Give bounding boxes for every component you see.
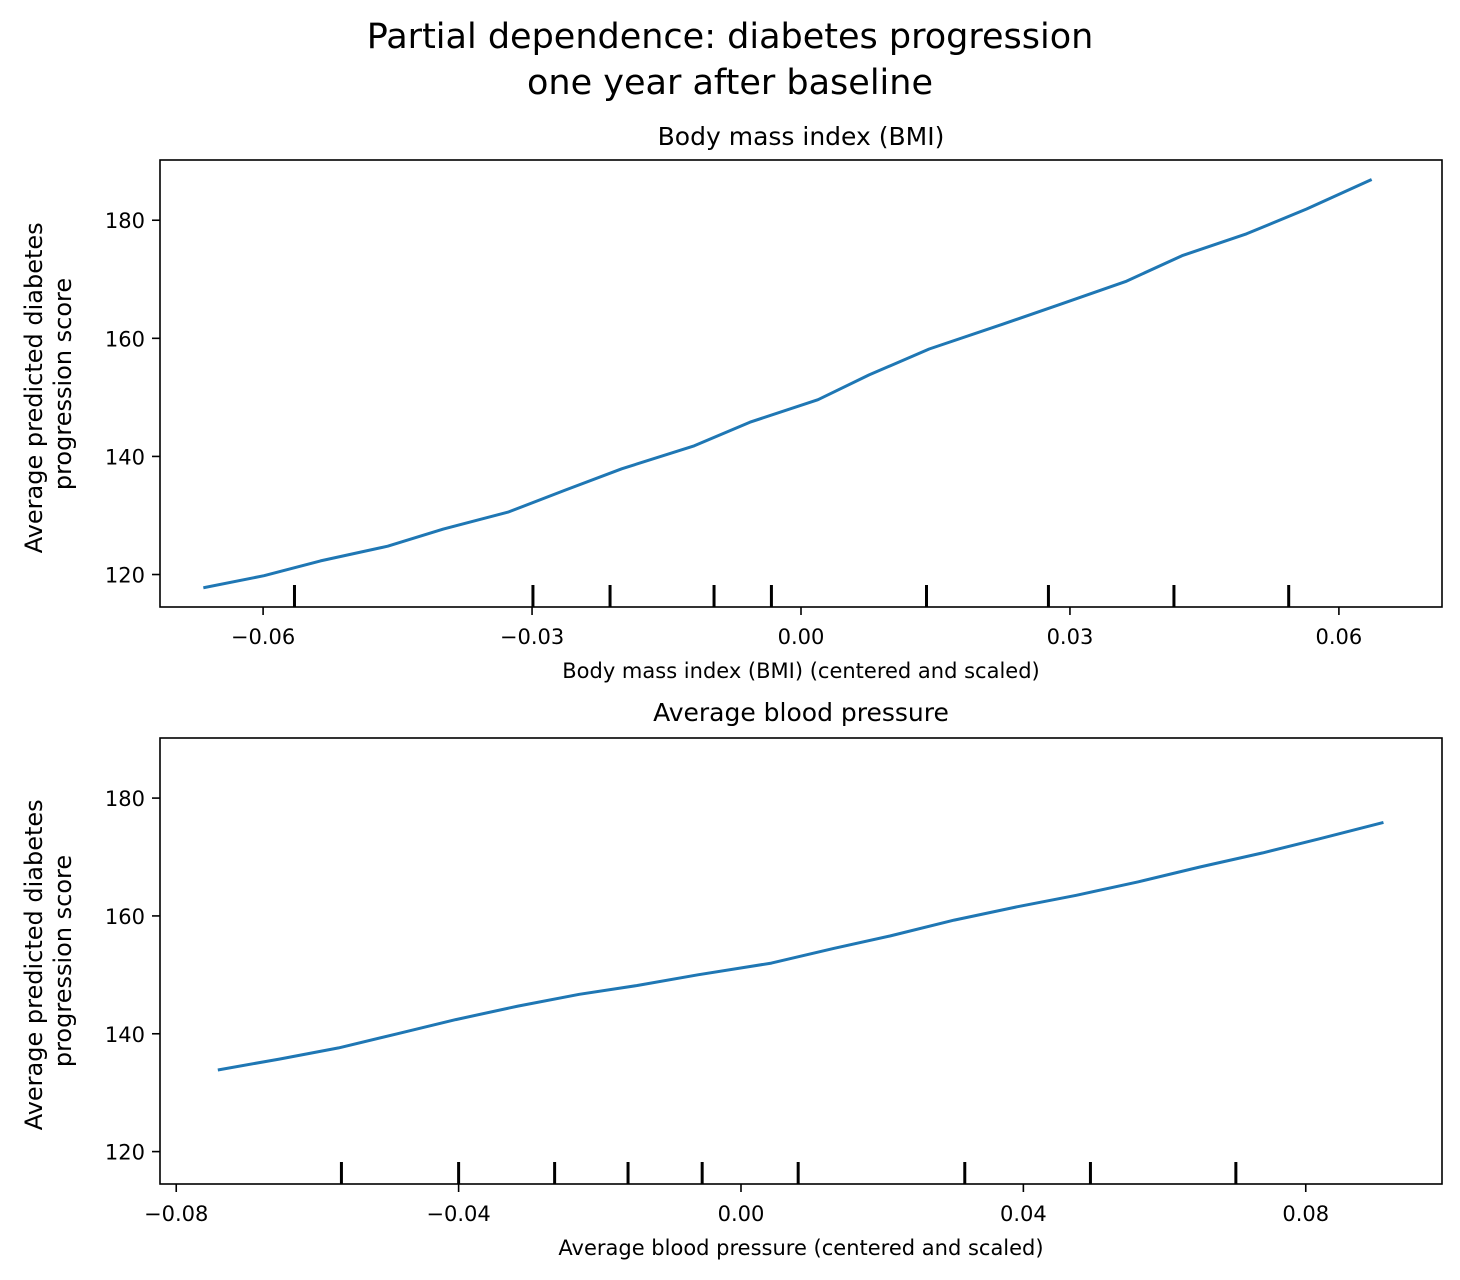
blood-pressure-y-axis-label-line-1: Average predicted diabetes xyxy=(20,799,48,1130)
blood-pressure-x-tick-label: 0.00 xyxy=(718,1202,765,1226)
bmi-y-axis-label-line-1: Average predicted diabetes xyxy=(20,222,48,553)
bmi-y-tick-label: 120 xyxy=(105,564,145,588)
bmi-subplot-title: Body mass index (BMI) xyxy=(658,122,945,151)
bmi-y-tick-label: 160 xyxy=(105,327,145,351)
bmi-subplot: Body mass index (BMI) Average predicted … xyxy=(20,122,1443,683)
blood-pressure-y-axis-label-line-2: progression score xyxy=(49,855,77,1067)
blood-pressure-y-tick-label: 160 xyxy=(105,905,145,929)
blood-pressure-y-tick-label: 140 xyxy=(105,1023,145,1047)
blood-pressure-axes-frame xyxy=(159,737,1443,1185)
bmi-x-tick-label: −0.06 xyxy=(231,625,295,649)
blood-pressure-y-tick-label: 120 xyxy=(105,1141,145,1165)
blood-pressure-x-axis-label: Average blood pressure (centered and sca… xyxy=(558,1236,1043,1260)
bmi-x-tick-label: 0.06 xyxy=(1316,625,1363,649)
bmi-y-tick-label: 140 xyxy=(105,445,145,469)
blood-pressure-x-tick-label: 0.08 xyxy=(1282,1202,1329,1226)
blood-pressure-x-tick-label: −0.08 xyxy=(144,1202,208,1226)
blood-pressure-subplot: Average blood pressure Average predicted… xyxy=(20,698,1443,1260)
blood-pressure-y-tick-label: 180 xyxy=(105,787,145,811)
bmi-y-axis-label-line-2: progression score xyxy=(49,278,77,490)
bmi-x-axis-label: Body mass index (BMI) (centered and scal… xyxy=(562,659,1040,683)
bmi-y-tick-label: 180 xyxy=(105,209,145,233)
blood-pressure-subplot-title: Average blood pressure xyxy=(653,698,949,727)
bmi-y-axis-label: Average predicted diabetes progression s… xyxy=(20,215,77,554)
bmi-axes-frame xyxy=(159,159,1443,608)
blood-pressure-x-tick-label: −0.04 xyxy=(426,1202,490,1226)
figure-suptitle: Partial dependence: diabetes progression… xyxy=(366,17,1094,103)
bmi-x-tick-label: 0.03 xyxy=(1047,625,1094,649)
blood-pressure-pd-line xyxy=(217,820,1384,1072)
bmi-x-tick-label: 0.00 xyxy=(778,625,825,649)
bmi-pd-line xyxy=(203,178,1373,590)
blood-pressure-y-axis-label: Average predicted diabetes progression s… xyxy=(20,792,77,1131)
blood-pressure-x-tick-label: 0.04 xyxy=(1000,1202,1047,1226)
bmi-x-tick-label: −0.03 xyxy=(500,625,564,649)
